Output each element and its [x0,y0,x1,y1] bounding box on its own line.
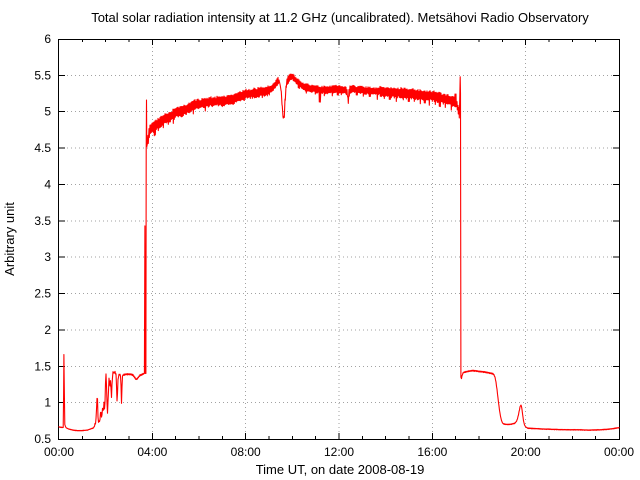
svg-text:08:00: 08:00 [231,445,261,459]
svg-text:16:00: 16:00 [417,445,447,459]
svg-text:4: 4 [44,177,51,191]
svg-text:5.5: 5.5 [34,68,51,82]
svg-text:1: 1 [44,396,51,410]
svg-text:0.5: 0.5 [34,432,51,446]
svg-text:3.5: 3.5 [34,214,51,228]
svg-text:04:00: 04:00 [137,445,167,459]
svg-text:Total solar radiation intensit: Total solar radiation intensity at 11.2 … [91,10,589,25]
svg-text:4.5: 4.5 [34,141,51,155]
svg-text:00:00: 00:00 [44,445,74,459]
svg-text:00:00: 00:00 [604,445,634,459]
svg-text:6: 6 [44,32,51,46]
svg-text:5: 5 [44,105,51,119]
svg-text:Arbitrary unit: Arbitrary unit [2,202,17,276]
svg-text:20:00: 20:00 [511,445,541,459]
svg-text:3: 3 [44,250,51,264]
svg-text:1.5: 1.5 [34,359,51,373]
svg-text:2.5: 2.5 [34,287,51,301]
svg-text:2: 2 [44,323,51,337]
svg-text:Time UT, on date 2008-08-19: Time UT, on date 2008-08-19 [256,462,425,477]
svg-text:12:00: 12:00 [324,445,354,459]
